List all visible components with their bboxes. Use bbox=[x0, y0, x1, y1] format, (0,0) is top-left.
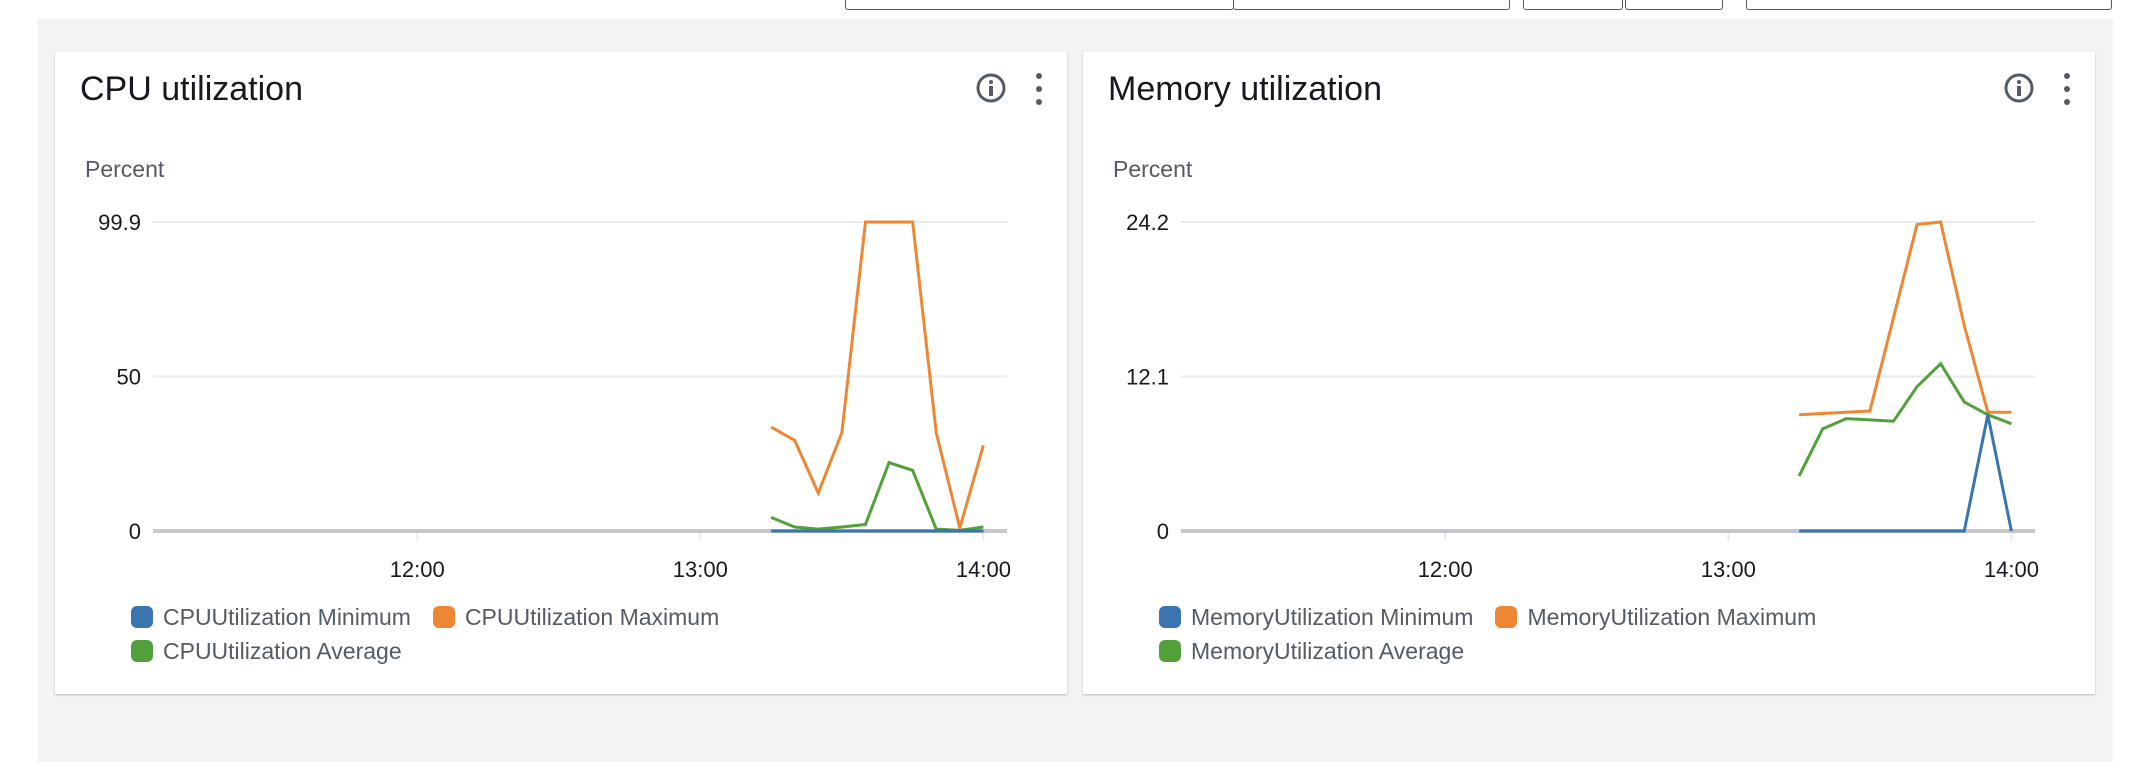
widget-title: Memory utilization bbox=[1108, 70, 1382, 108]
legend-swatch bbox=[1495, 606, 1518, 628]
legend-label: CPUUtilization Average bbox=[163, 637, 402, 664]
legend-label: MemoryUtilization Minimum bbox=[1191, 603, 1474, 630]
chart-legend: MemoryUtilization Minimum MemoryUtilizati… bbox=[1159, 600, 2059, 668]
x-tick-label: 13:00 bbox=[1701, 557, 1756, 582]
legend-swatch bbox=[131, 606, 153, 628]
legend-swatch bbox=[1159, 640, 1181, 662]
toolbar-button[interactable] bbox=[1625, 0, 1723, 10]
y-tick-label: 50 bbox=[117, 364, 141, 389]
legend-item-minimum[interactable]: CPUUtilization Minimum bbox=[131, 600, 411, 634]
toolbar-dropdown[interactable] bbox=[1746, 0, 2112, 10]
widget-title: CPU utilization bbox=[80, 70, 303, 108]
x-tick-label: 12:00 bbox=[1418, 557, 1473, 582]
legend-swatch bbox=[432, 606, 455, 628]
more-vertical-icon[interactable] bbox=[1029, 72, 1049, 106]
legend-item-average[interactable]: CPUUtilization Average bbox=[131, 634, 402, 668]
x-tick-label: 13:00 bbox=[673, 557, 728, 582]
series-line-minimum bbox=[1799, 414, 2013, 533]
series-line-maximum bbox=[770, 220, 985, 534]
y-axis-unit-label: Percent bbox=[85, 156, 165, 182]
widget-memory-utilization: Memory utilization Percent 0 12.1 24.2 12:0… bbox=[1083, 52, 2095, 694]
info-icon[interactable] bbox=[975, 72, 1007, 104]
legend-swatch bbox=[131, 640, 153, 662]
series-line-average bbox=[1797, 361, 2012, 477]
y-axis-unit-label: Percent bbox=[1113, 156, 1193, 182]
x-tick-label: 14:00 bbox=[1984, 557, 2039, 582]
y-tick-label: 24.2 bbox=[1126, 210, 1169, 235]
cpu-line-chart: 0 50 99.9 12:00 13:00 14:00 bbox=[98, 210, 1011, 582]
x-tick-label: 12:00 bbox=[390, 557, 445, 582]
legend-label: CPUUtilization Maximum bbox=[464, 603, 720, 630]
legend-label: MemoryUtilization Maximum bbox=[1527, 603, 1817, 630]
series-line-maximum bbox=[1799, 220, 2012, 417]
toolbar-button-segment[interactable] bbox=[845, 0, 1234, 10]
legend-swatch bbox=[1159, 606, 1181, 628]
legend-item-maximum[interactable]: CPUUtilization Maximum bbox=[432, 600, 720, 634]
y-tick-label: 99.9 bbox=[98, 210, 141, 235]
legend-label: MemoryUtilization Average bbox=[1191, 637, 1465, 664]
widget-cpu-utilization: CPU utilization Percent 0 50 99.9 12:00 13:0… bbox=[55, 52, 1067, 694]
y-tick-label: 0 bbox=[1157, 519, 1169, 544]
info-icon[interactable] bbox=[2003, 72, 2035, 104]
legend-item-maximum[interactable]: MemoryUtilization Maximum bbox=[1495, 600, 1816, 634]
legend-item-minimum[interactable]: MemoryUtilization Minimum bbox=[1159, 600, 1473, 634]
legend-label: CPUUtilization Minimum bbox=[163, 603, 411, 630]
x-tick-label: 14:00 bbox=[956, 557, 1011, 582]
y-tick-label: 12.1 bbox=[1126, 365, 1169, 390]
memory-line-chart: 0 12.1 24.2 12:00 13:00 14:00 bbox=[1126, 210, 2039, 582]
toolbar-button-segment[interactable] bbox=[1233, 0, 1510, 10]
legend-item-average[interactable]: MemoryUtilization Average bbox=[1159, 634, 1464, 668]
toolbar-button[interactable] bbox=[1523, 0, 1623, 10]
y-tick-label: 0 bbox=[129, 519, 141, 544]
more-vertical-icon[interactable] bbox=[2057, 72, 2077, 106]
chart-legend: CPUUtilization Minimum CPUUtilization Max… bbox=[131, 600, 1031, 668]
